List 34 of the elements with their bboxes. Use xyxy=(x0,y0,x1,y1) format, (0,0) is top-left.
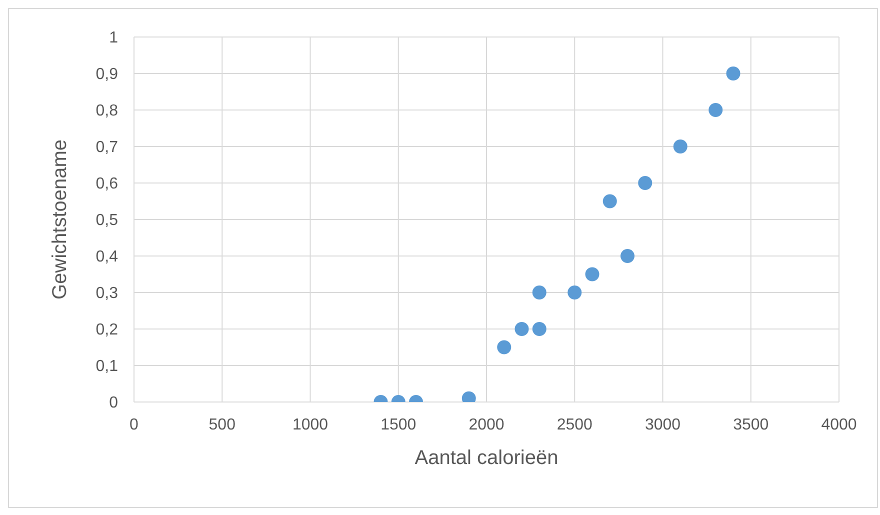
point xyxy=(585,267,600,282)
y-tick-label: 0,1 xyxy=(96,358,118,376)
point xyxy=(708,103,723,117)
point xyxy=(620,249,634,263)
point xyxy=(532,286,546,300)
x-axis-title: Aantal calorieën xyxy=(414,447,558,469)
x-tick-label: 1000 xyxy=(292,416,328,434)
point xyxy=(532,322,546,336)
point xyxy=(673,140,688,154)
x-tick-label: 2500 xyxy=(556,416,593,434)
x-tick-label: 2000 xyxy=(468,416,504,434)
point xyxy=(497,340,512,354)
y-tick-label: 0,8 xyxy=(96,102,118,120)
y-tick-label: 0,9 xyxy=(96,66,118,84)
y-tick-label: 0,4 xyxy=(96,248,118,266)
point xyxy=(638,176,652,190)
point xyxy=(514,322,529,336)
x-tick-label: 4000 xyxy=(821,416,857,434)
x-tick-label: 500 xyxy=(208,416,236,434)
y-tick-label: 0,3 xyxy=(96,285,118,302)
y-tick-label: 0,5 xyxy=(96,212,118,230)
point xyxy=(726,66,740,80)
point xyxy=(602,194,617,208)
y-tick-label: 0 xyxy=(109,394,118,412)
y-axis-title: Gewichtstoename xyxy=(49,139,72,300)
y-tick-label: 0,7 xyxy=(96,139,118,156)
y-tick-label: 0,2 xyxy=(96,322,118,339)
y-tick-label: 0,6 xyxy=(96,176,118,193)
point xyxy=(568,286,582,300)
x-tick-label: 0 xyxy=(130,416,139,434)
x-tick-label: 1500 xyxy=(380,416,416,434)
y-tick-label: 1 xyxy=(109,30,118,47)
x-tick-label: 3000 xyxy=(644,416,681,434)
x-tick-label: 3500 xyxy=(733,416,769,434)
